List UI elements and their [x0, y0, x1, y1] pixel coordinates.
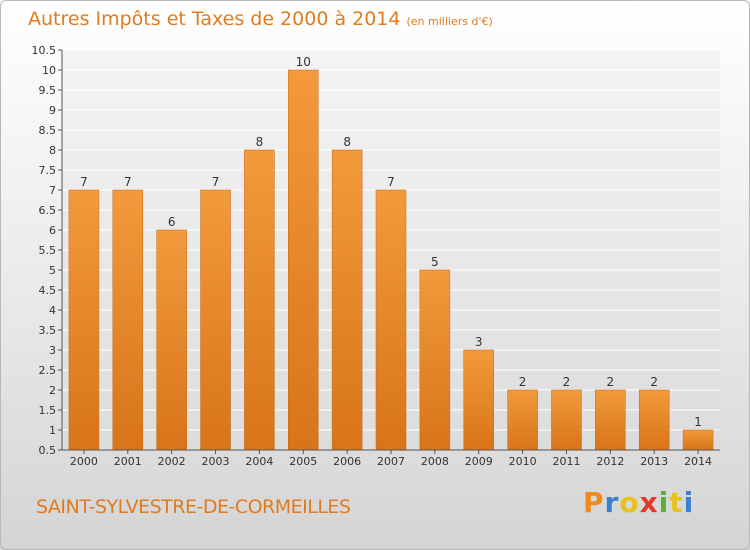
logo-letter: P	[583, 486, 605, 519]
proxiti-logo: Proxiti	[583, 486, 694, 519]
bar-value-label: 7	[80, 175, 88, 189]
bar	[331, 149, 363, 451]
bar	[507, 389, 538, 451]
chart-title: Autres Impôts et Taxes de 2000 à 2014 (en…	[28, 8, 493, 30]
x-tick-label: 2000	[70, 455, 98, 468]
y-tick-label: 5	[49, 264, 56, 277]
x-tick-label: 2009	[465, 455, 493, 468]
x-tick-label: 2003	[202, 455, 230, 468]
logo-letter: i	[683, 486, 695, 519]
commune-name: SAINT-SYLVESTRE-DE-CORMEILLES	[36, 496, 351, 518]
x-tick-label: 2007	[377, 455, 405, 468]
y-tick-label: 2.5	[39, 364, 57, 377]
y-tick-label: 7	[49, 184, 56, 197]
bar	[463, 349, 494, 451]
y-tick-label: 2	[49, 384, 56, 397]
chart-unit-note: (en milliers d'€)	[406, 15, 493, 28]
y-tick-label: 1.5	[39, 404, 57, 417]
y-tick-label: 4	[49, 304, 56, 317]
bar-value-label: 5	[431, 255, 439, 269]
y-tick-label: 8.5	[39, 124, 57, 137]
bar	[682, 429, 714, 451]
logo-letter: i	[658, 486, 670, 519]
bar-value-label: 7	[387, 175, 395, 189]
x-tick-label: 2006	[333, 455, 361, 468]
bar-value-label: 2	[607, 375, 615, 389]
x-tick-label: 2014	[684, 455, 712, 468]
bar	[288, 69, 319, 451]
bar	[112, 189, 144, 451]
y-tick-label: 3	[49, 344, 56, 357]
bar	[595, 389, 626, 451]
x-tick-label: 2001	[114, 455, 142, 468]
bar	[200, 189, 231, 451]
x-tick-label: 2004	[245, 455, 273, 468]
bar	[638, 389, 670, 451]
logo-letter: x	[639, 486, 659, 519]
x-tick-label: 2010	[509, 455, 537, 468]
bar-value-label: 8	[343, 135, 351, 149]
bar-value-label: 7	[124, 175, 132, 189]
bar-value-label: 8	[256, 135, 264, 149]
y-tick-label: 1	[49, 424, 56, 437]
y-tick-label: 10.5	[32, 44, 57, 57]
bar-value-label: 3	[475, 335, 483, 349]
bar	[68, 189, 100, 451]
x-tick-label: 2005	[289, 455, 317, 468]
logo-letter: t	[669, 486, 684, 519]
bar-value-label: 10	[296, 55, 311, 69]
bar-value-label: 6	[168, 215, 176, 229]
bar	[375, 189, 407, 451]
bar	[156, 229, 187, 451]
y-tick-label: 8	[49, 144, 56, 157]
y-tick-label: 10	[42, 64, 56, 77]
x-tick-label: 2013	[640, 455, 668, 468]
x-tick-label: 2012	[596, 455, 624, 468]
x-tick-label: 2008	[421, 455, 449, 468]
y-tick-label: 4.5	[39, 284, 57, 297]
bar-value-label: 2	[563, 375, 571, 389]
chart-title-text: Autres Impôts et Taxes de 2000 à 2014	[28, 8, 401, 30]
y-tick-label: 9	[49, 104, 56, 117]
y-tick-label: 5.5	[39, 244, 57, 257]
bar-value-label: 2	[650, 375, 658, 389]
bar	[244, 149, 275, 451]
y-tick-label: 6	[49, 224, 56, 237]
y-tick-label: 0.5	[39, 444, 57, 457]
y-tick-label: 9.5	[39, 84, 57, 97]
bar	[551, 389, 582, 451]
logo-letter: o	[619, 486, 640, 519]
x-tick-label: 2002	[158, 455, 186, 468]
y-tick-label: 6.5	[39, 204, 57, 217]
y-tick-label: 7.5	[39, 164, 57, 177]
logo-letter: r	[604, 486, 620, 519]
bar	[419, 269, 451, 451]
x-tick-label: 2011	[552, 455, 580, 468]
bar-value-label: 1	[694, 415, 702, 429]
bar-value-label: 2	[519, 375, 527, 389]
y-tick-label: 3.5	[39, 324, 57, 337]
bar-value-label: 7	[212, 175, 220, 189]
